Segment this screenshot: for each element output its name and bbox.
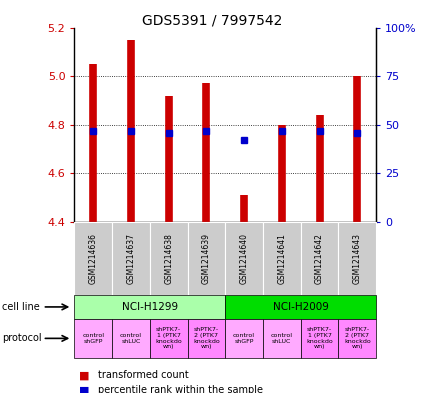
Text: GSM1214639: GSM1214639 — [202, 233, 211, 284]
Text: NCI-H2009: NCI-H2009 — [273, 302, 329, 312]
Text: GSM1214636: GSM1214636 — [89, 233, 98, 284]
Text: GSM1214637: GSM1214637 — [127, 233, 136, 284]
Text: NCI-H1299: NCI-H1299 — [122, 302, 178, 312]
Text: GSM1214640: GSM1214640 — [240, 233, 249, 284]
Text: shPTK7-
1 (PTK7
knockdo
wn): shPTK7- 1 (PTK7 knockdo wn) — [306, 327, 333, 349]
Text: control
shGFP: control shGFP — [233, 333, 255, 343]
Text: control
shGFP: control shGFP — [82, 333, 104, 343]
Text: GDS5391 / 7997542: GDS5391 / 7997542 — [142, 14, 283, 28]
Text: shPTK7-
2 (PTK7
knockdo
wn): shPTK7- 2 (PTK7 knockdo wn) — [193, 327, 220, 349]
Text: percentile rank within the sample: percentile rank within the sample — [98, 385, 263, 393]
Text: transformed count: transformed count — [98, 370, 189, 380]
Text: GSM1214643: GSM1214643 — [353, 233, 362, 284]
Text: shPTK7-
2 (PTK7
knockdo
wn): shPTK7- 2 (PTK7 knockdo wn) — [344, 327, 371, 349]
Text: control
shLUC: control shLUC — [120, 333, 142, 343]
Text: cell line: cell line — [2, 302, 40, 312]
Text: protocol: protocol — [2, 333, 42, 343]
Text: control
shLUC: control shLUC — [271, 333, 293, 343]
Text: GSM1214642: GSM1214642 — [315, 233, 324, 284]
Text: ■: ■ — [79, 385, 89, 393]
Text: shPTK7-
1 (PTK7
knockdo
wn): shPTK7- 1 (PTK7 knockdo wn) — [155, 327, 182, 349]
Text: GSM1214638: GSM1214638 — [164, 233, 173, 284]
Text: ■: ■ — [79, 370, 89, 380]
Text: GSM1214641: GSM1214641 — [278, 233, 286, 284]
